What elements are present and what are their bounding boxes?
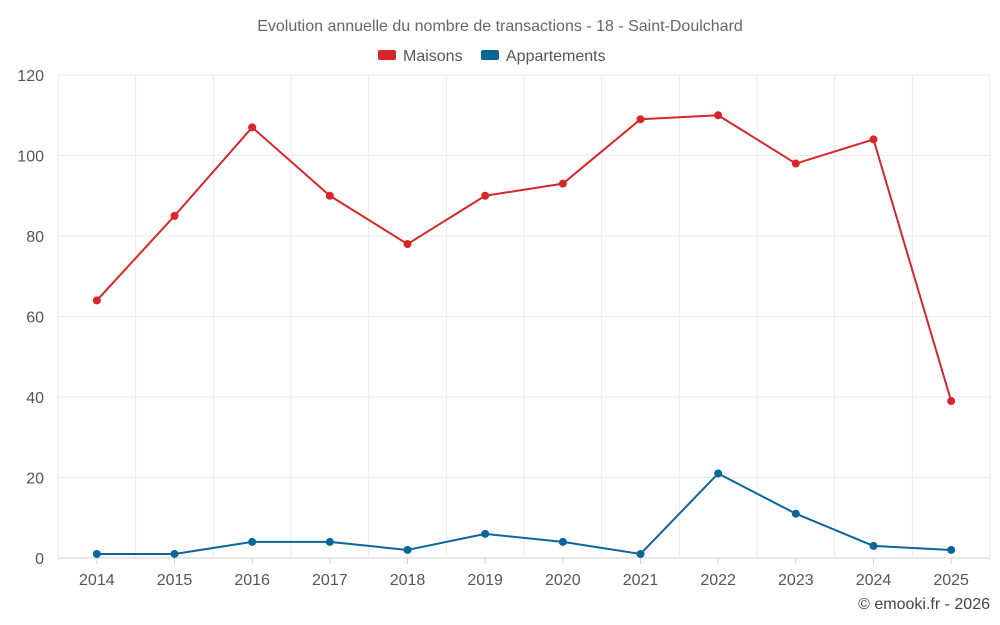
data-point-maisons[interactable] [248,123,257,132]
data-point-appartements[interactable] [636,549,645,558]
x-tick-label: 2014 [79,572,115,589]
data-point-maisons[interactable] [481,191,490,200]
data-point-maisons[interactable] [325,191,334,200]
data-point-maisons[interactable] [791,159,800,168]
data-point-appartements[interactable] [248,537,257,546]
legend-item-maisons[interactable]: Maisons [378,48,463,65]
series-line-maisons [96,114,953,402]
data-point-appartements[interactable] [947,545,956,554]
legend-label-maisons: Maisons [403,48,463,65]
x-tick-label: 2021 [623,572,659,589]
y-tick-label: 120 [17,68,44,85]
data-point-appartements[interactable] [481,529,490,538]
data-point-maisons[interactable] [558,179,567,188]
chart-title: Evolution annuelle du nombre de transact… [257,18,743,35]
legend-swatch-appartements [481,50,499,60]
credit-text: © emooki.fr - 2026 [858,596,990,613]
data-point-maisons[interactable] [636,115,645,124]
x-tick-label: 2019 [467,572,503,589]
data-point-appartements[interactable] [791,509,800,518]
x-tick-label: 2020 [545,572,581,589]
data-point-maisons[interactable] [714,111,723,120]
series-line-appartements [96,472,952,555]
x-tick-label: 2023 [778,572,814,589]
axes: 0 20 40 60 80 100 120 2014 2015 2016 2017 2018 2019 2… [17,68,969,589]
y-tick-label: 80 [26,229,44,246]
x-tick-label: 2017 [312,572,348,589]
legend-label-appartements: Appartements [506,48,606,65]
data-point-appartements[interactable] [869,541,878,550]
data-point-appartements[interactable] [170,549,179,558]
x-tick-label: 2015 [157,572,193,589]
data-point-maisons[interactable] [170,211,179,220]
data-point-appartements[interactable] [403,545,412,554]
grid [57,74,991,559]
x-tick-label: 2018 [390,572,426,589]
data-point-maisons[interactable] [869,135,878,144]
legend-item-appartements[interactable]: Appartements [481,48,606,65]
data-point-appartements[interactable] [714,469,723,478]
series [92,111,956,558]
x-tick-label: 2024 [856,572,892,589]
data-point-maisons[interactable] [92,296,101,305]
y-tick-label: 60 [26,310,44,327]
data-point-maisons[interactable] [403,240,412,249]
y-tick-label: 20 [26,471,44,488]
x-tick-label: 2022 [700,572,736,589]
legend: Maisons Appartements [378,48,606,65]
y-tick-label: 40 [26,390,44,407]
legend-swatch-maisons [378,50,396,60]
x-tick-label: 2025 [933,572,969,589]
data-point-appartements[interactable] [92,549,101,558]
data-point-maisons[interactable] [947,397,956,406]
data-point-appartements[interactable] [558,537,567,546]
x-tick-label: 2016 [234,572,270,589]
data-point-appartements[interactable] [325,537,334,546]
y-tick-label: 100 [17,149,44,166]
y-tick-label: 0 [35,551,44,568]
